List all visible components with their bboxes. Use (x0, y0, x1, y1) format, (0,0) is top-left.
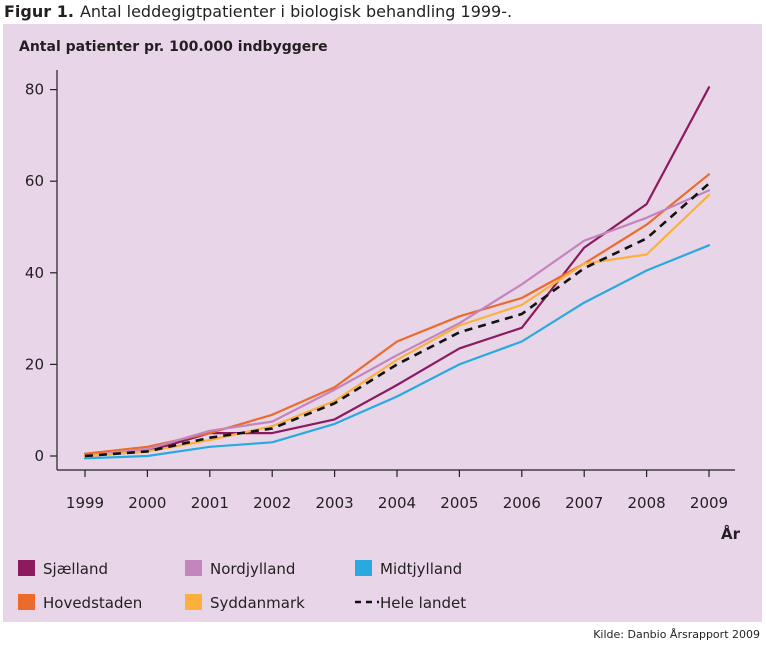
series-line-sjælland (83, 86, 711, 458)
y-axis-title: Antal patienter pr. 100.000 indbyggere (19, 39, 328, 55)
y-tick-label: 20 (25, 355, 44, 373)
x-tick-label: 2007 (565, 494, 603, 512)
legend-swatch (185, 560, 202, 576)
y-tick-label: 80 (25, 81, 44, 99)
x-tick-label: 2005 (440, 494, 478, 512)
x-tick-label: 2003 (316, 494, 354, 512)
x-tick-label: 2009 (690, 494, 728, 512)
legend-label: Hovedstaden (43, 594, 142, 612)
legend-swatch (18, 594, 35, 610)
legend-swatch (355, 560, 372, 576)
series-line-nordjylland (83, 189, 711, 458)
legend-label: Sjælland (43, 560, 108, 578)
y-tick-label: 60 (25, 172, 44, 190)
source-note: Kilde: Danbio Årsrapport 2009 (593, 628, 760, 641)
figure-title-text: Antal leddegigtpatienter i biologisk beh… (79, 2, 513, 21)
y-tick-label: 40 (25, 264, 44, 282)
x-tick-label: 2006 (503, 494, 541, 512)
y-tick-label: 0 (34, 447, 44, 465)
x-tick-label: 2002 (253, 494, 291, 512)
legend-label: Syddanmark (210, 594, 305, 612)
x-tick-label: 2001 (191, 494, 229, 512)
x-tick-label: 2004 (378, 494, 416, 512)
figure-title: Figur 1. Antal leddegigtpatienter i biolo… (4, 2, 512, 21)
legend-label: Nordjylland (210, 560, 295, 578)
chart-panel (3, 24, 762, 622)
series-line-syddanmark (83, 193, 711, 458)
legend-label: Midtjylland (380, 560, 462, 578)
series-line-midtjylland (83, 244, 711, 460)
legend-swatch (18, 560, 35, 576)
legend-swatch (185, 594, 202, 610)
x-tick-label: 2008 (628, 494, 666, 512)
series-line-hele-landet (84, 182, 710, 458)
series-line-hovedstaden (83, 173, 711, 455)
x-axis-title: År (721, 524, 741, 543)
x-tick-label: 2000 (128, 494, 166, 512)
legend-label: Hele landet (380, 594, 466, 612)
x-tick-label: 1999 (66, 494, 104, 512)
figure-label: Figur 1. (4, 2, 74, 21)
